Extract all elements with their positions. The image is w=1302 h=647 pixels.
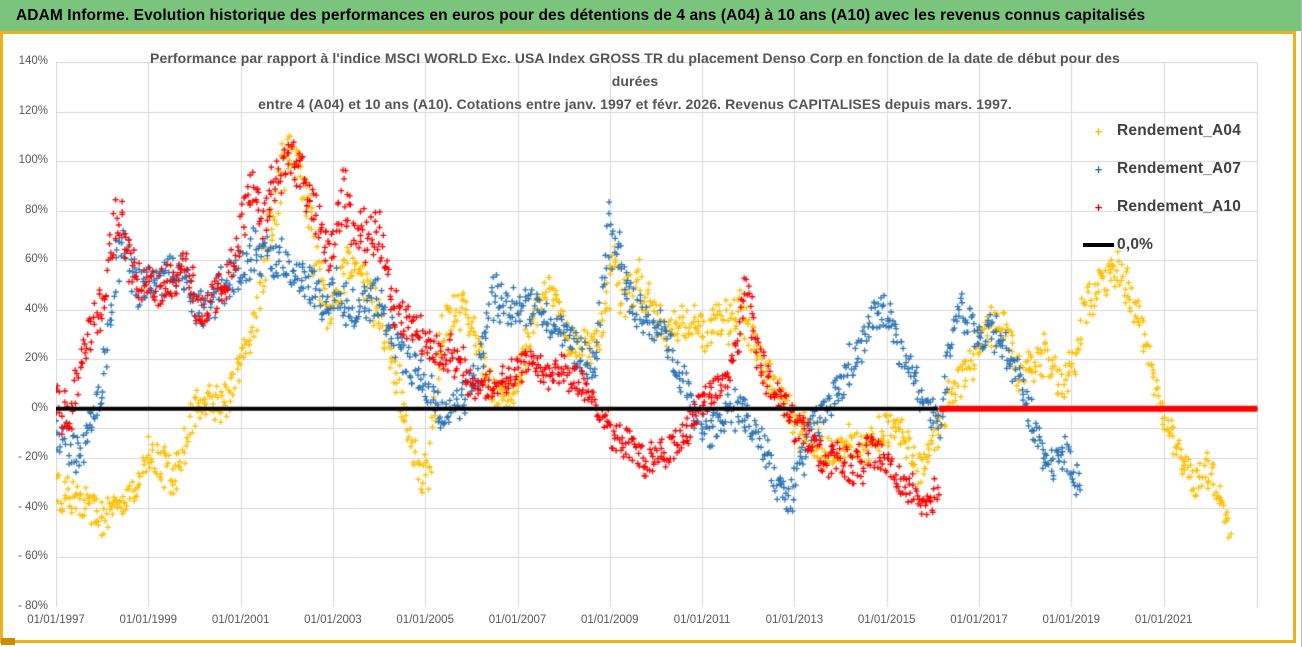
plot-canvas <box>56 62 1258 607</box>
y-tick-label: 100% <box>18 154 48 167</box>
y-tick-label: - 60% <box>17 550 48 563</box>
x-tick-label: 01/01/2005 <box>396 614 454 626</box>
y-tick-label: - 20% <box>17 451 48 464</box>
banner: ADAM Informe. Evolution historique des p… <box>0 0 1301 31</box>
chart-title-line1: Performance par rapport à l'indice MSCI … <box>150 50 1120 66</box>
legend-label: Rendement_A07 <box>1117 160 1242 177</box>
chart-title: Performance par rapport à l'indice MSCI … <box>130 47 1140 116</box>
y-tick-label: - 80% <box>17 600 48 612</box>
legend-plus-marker-icon: + <box>1094 199 1103 215</box>
y-tick-label: 40% <box>24 302 48 315</box>
y-tick-label: 0% <box>31 401 48 414</box>
plot-area[interactable] <box>56 62 1258 607</box>
legend-item[interactable]: 0,0% <box>1080 226 1241 264</box>
x-tick-label: 01/01/2015 <box>857 614 916 626</box>
x-tick-label: 01/01/2009 <box>581 614 639 626</box>
y-tick-label: 140% <box>18 55 48 67</box>
chart-title-line2: durées <box>611 73 659 89</box>
y-tick-label: 20% <box>24 352 48 365</box>
selection-handle[interactable] <box>1 638 15 645</box>
x-tick-label: 01/01/1999 <box>119 614 178 626</box>
x-tick-label: 01/01/2017 <box>950 614 1008 626</box>
y-tick-label: 80% <box>24 203 48 216</box>
legend-item[interactable]: + Rendement_A04 <box>1080 112 1241 150</box>
legend-label: 0,0% <box>1117 236 1154 253</box>
legend-item[interactable]: + Rendement_A07 <box>1080 150 1241 188</box>
x-tick-label: 01/01/2007 <box>488 614 547 626</box>
x-tick-label: 01/01/2003 <box>304 614 362 626</box>
y-tick-label: 120% <box>18 104 48 117</box>
y-tick-label: - 40% <box>17 500 48 513</box>
chart-title-line3: entre 4 (A04) et 10 ans (A10). Cotations… <box>258 96 1012 112</box>
legend-plus-marker-icon: + <box>1094 161 1103 177</box>
x-tick-label: 01/01/2001 <box>211 614 270 626</box>
x-tick-label: 01/01/2011 <box>673 614 731 626</box>
x-tick-label: 01/01/2019 <box>1042 614 1101 626</box>
x-tick-label: 01/01/2021 <box>1134 614 1193 626</box>
y-tick-label: 60% <box>24 253 48 266</box>
x-tick-label: 01/01/1997 <box>27 614 85 626</box>
legend-item[interactable]: + Rendement_A10 <box>1080 188 1241 226</box>
banner-title: ADAM Informe. Evolution historique des p… <box>16 6 1146 24</box>
x-tick-label: 01/01/2013 <box>765 614 824 626</box>
legend-label: Rendement_A04 <box>1117 122 1242 139</box>
legend[interactable]: + Rendement_A04 + Rendement_A07 + Rendement_A… <box>1080 112 1241 264</box>
legend-label: Rendement_A10 <box>1117 198 1242 215</box>
legend-line-swatch-icon <box>1083 243 1114 247</box>
legend-plus-marker-icon: + <box>1094 123 1103 139</box>
